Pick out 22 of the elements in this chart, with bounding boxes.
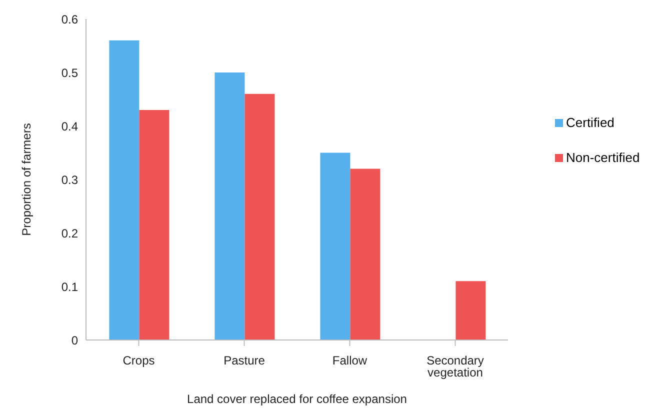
y-tick-label: 0.1 <box>61 280 78 294</box>
bar <box>214 72 245 340</box>
y-tick-label: 0.6 <box>61 12 78 26</box>
x-tick-label: Pasture <box>224 354 266 368</box>
x-tick-label: Secondary vegetation <box>426 354 484 380</box>
y-tick-label: 0 <box>71 333 78 348</box>
bar <box>320 152 350 340</box>
y-tick-label: 0.4 <box>61 119 78 134</box>
legend-label: Certified <box>566 115 614 130</box>
y-tick-label: 0.3 <box>61 172 78 187</box>
x-axis-title: Land cover replaced for coffee expansion <box>187 392 407 406</box>
bar <box>244 94 275 340</box>
x-tick-label: Fallow <box>332 354 368 368</box>
legend-label: Non-certified <box>566 150 640 165</box>
y-tick-label: 0.2 <box>61 226 78 240</box>
x-tick-label: Crops <box>122 354 155 368</box>
y-tick-label: 0.5 <box>61 66 78 80</box>
bar <box>456 281 486 340</box>
bar <box>139 110 170 340</box>
bar <box>350 168 380 340</box>
bar <box>109 40 140 340</box>
y-axis-title: Proportion of farmers <box>19 123 34 236</box>
